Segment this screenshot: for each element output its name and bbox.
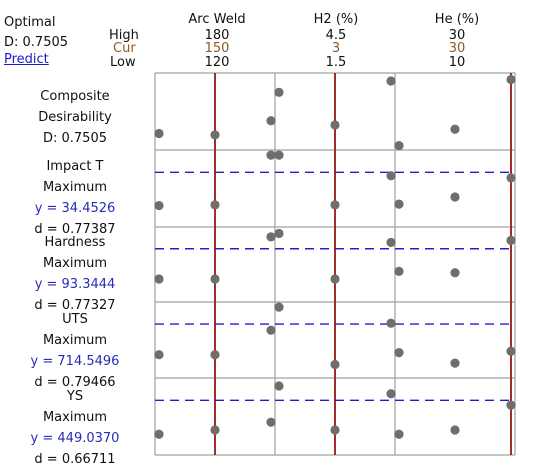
data-point-0-2-0 (394, 140, 404, 151)
data-point-0-1-1 (330, 120, 340, 130)
factor-cur-arc-weld: 150 (204, 41, 230, 56)
factor-name-he: He (%) (434, 12, 480, 27)
response-goal: Maximum (42, 410, 108, 425)
data-point-3-0-1 (210, 350, 220, 360)
response-d-value: d = 0.77327 (34, 298, 116, 313)
data-point-1-2-0 (394, 199, 404, 209)
data-point-1-2-1 (450, 192, 460, 202)
factor-name-arc-weld: Arc Weld (188, 12, 246, 27)
factor-low-h2: 1.5 (325, 55, 347, 70)
data-point-0-1-0 (274, 87, 284, 97)
factor-name-h2: H2 (%) (313, 12, 359, 27)
data-point-0-2-1 (450, 124, 460, 134)
response-d-value: d = 0.79466 (34, 375, 116, 390)
data-point-4-0-0 (154, 429, 164, 439)
data-point-2-1-1 (330, 274, 340, 284)
data-point-4-1-1 (330, 425, 340, 435)
data-point-2-0-0 (154, 274, 164, 284)
optimal-label: Optimal (4, 15, 56, 30)
data-point-2-1-0 (274, 228, 284, 239)
response-label-composite: Composite Desirability D: 0.7505 (0, 86, 150, 149)
response-goal: Maximum (42, 333, 108, 348)
data-point-4-2-2 (506, 400, 516, 410)
data-point-1-2-2 (506, 173, 516, 183)
data-point-3-0-2 (266, 325, 276, 335)
data-point-0-2-2 (506, 74, 516, 85)
response-title: YS (66, 389, 84, 404)
response-y-value: y = 34.4526 (34, 201, 116, 216)
response-y-value: y = 714.5496 (30, 354, 120, 369)
data-point-2-0-1 (210, 274, 220, 284)
composite-d-value: D: 0.7505 (4, 35, 69, 50)
response-d-value: d = 0.66711 (34, 452, 116, 467)
data-point-0-0-1 (210, 130, 220, 140)
level-cur-label: Cur (113, 41, 136, 56)
data-point-1-0-0 (154, 200, 164, 211)
response-label-ys: YS Maximum y = 449.0370 d = 0.66711 (0, 386, 150, 470)
data-point-1-1-1 (330, 200, 340, 210)
data-point-4-2-0 (394, 429, 404, 439)
data-point-0-0-0 (154, 128, 164, 139)
response-title: Composite (40, 89, 110, 104)
response-label-uts: UTS Maximum y = 714.5496 d = 0.79466 (0, 309, 150, 393)
factor-high-he: 30 (448, 28, 466, 43)
data-point-3-1-2 (386, 318, 396, 328)
data-point-2-2-1 (450, 268, 460, 278)
response-d-value: d = 0.77387 (34, 222, 116, 237)
data-point-3-2-2 (506, 346, 516, 356)
response-title: Hardness (44, 235, 106, 250)
data-point-4-0-2 (266, 417, 276, 427)
data-point-3-0-0 (154, 350, 164, 360)
response-goal: Maximum (42, 256, 108, 271)
data-point-3-2-1 (450, 358, 460, 368)
level-high-label: High (109, 28, 139, 43)
response-title: Impact T (46, 159, 104, 174)
response-title: UTS (62, 312, 88, 327)
data-point-4-0-1 (210, 425, 220, 435)
response-subtitle: Desirability (38, 110, 112, 125)
data-point-3-1-0 (274, 302, 284, 312)
data-point-2-1-2 (386, 237, 396, 248)
data-point-2-0-2 (266, 232, 276, 242)
response-y-value: y = 93.3444 (34, 277, 116, 292)
predict-link[interactable]: Predict (4, 52, 49, 67)
data-point-0-0-2 (266, 116, 276, 126)
level-low-label: Low (110, 55, 136, 70)
factor-cur-he: 30 (448, 41, 466, 56)
data-point-3-1-1 (330, 359, 340, 370)
factor-cur-h2: 3 (331, 41, 341, 56)
data-point-1-1-0 (274, 150, 284, 160)
data-point-1-0-1 (210, 200, 220, 210)
response-label-hardness: Hardness Maximum y = 93.3444 d = 0.77327 (0, 232, 150, 316)
response-value: D: 0.7505 (42, 131, 107, 146)
response-label-impact: Impact T Maximum y = 34.4526 d = 0.77387 (0, 156, 150, 240)
data-point-0-1-2 (386, 76, 396, 86)
data-point-1-0-2 (266, 150, 276, 160)
response-goal: Maximum (42, 180, 108, 195)
data-point-2-2-0 (394, 266, 404, 276)
factor-low-he: 10 (448, 55, 466, 70)
response-y-value: y = 449.0370 (30, 431, 120, 446)
data-point-2-2-2 (506, 235, 516, 245)
data-point-1-1-2 (386, 171, 396, 181)
data-point-3-2-0 (394, 348, 404, 358)
data-point-4-1-2 (386, 389, 396, 399)
factor-high-h2: 4.5 (325, 28, 347, 43)
data-point-4-1-0 (274, 381, 284, 391)
data-point-4-2-1 (450, 425, 460, 435)
factor-high-arc-weld: 180 (204, 28, 230, 43)
factor-low-arc-weld: 120 (204, 55, 230, 70)
